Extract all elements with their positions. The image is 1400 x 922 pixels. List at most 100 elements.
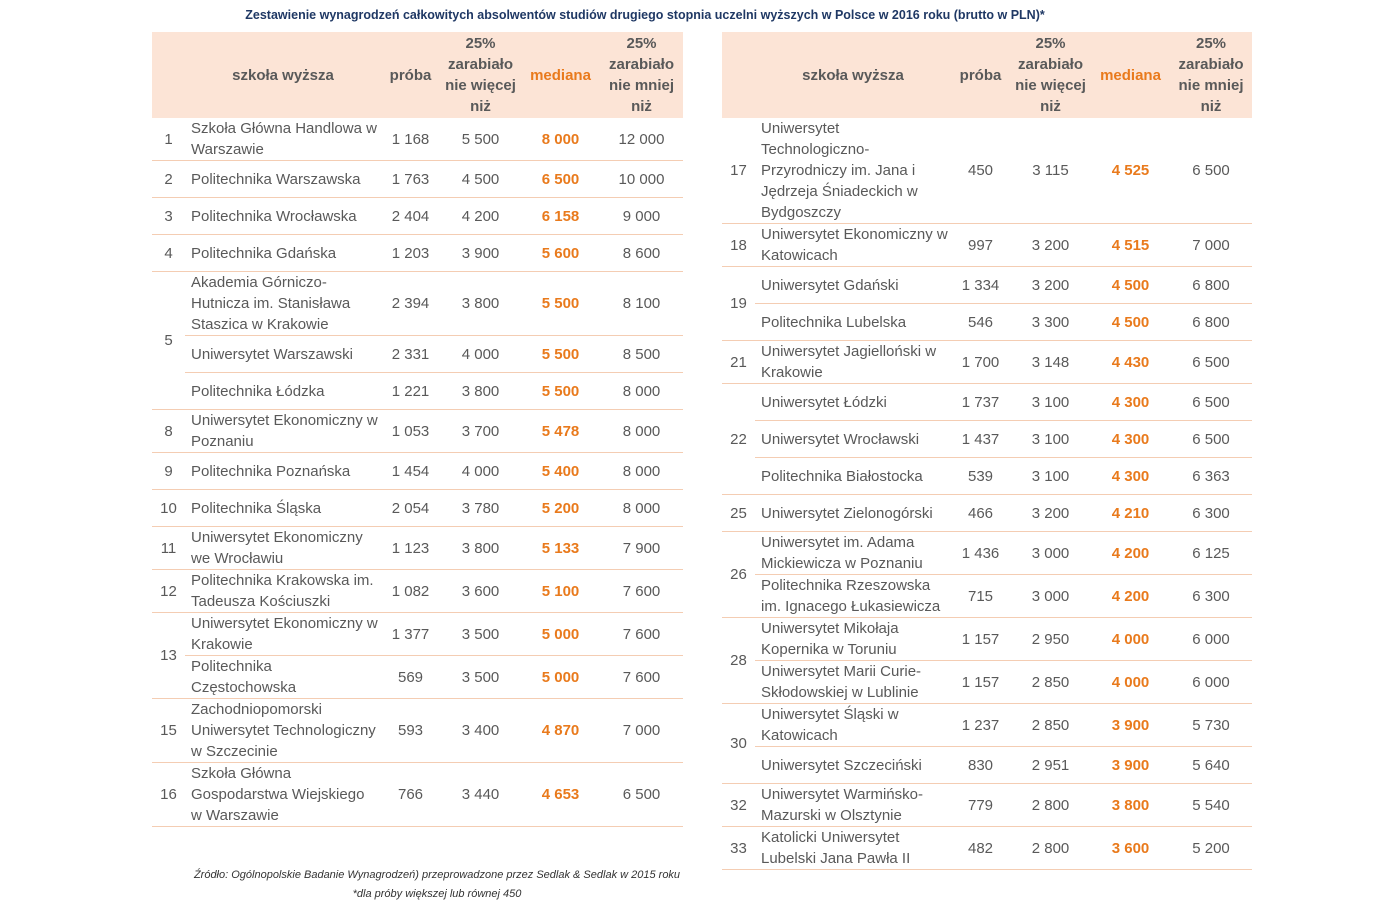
median: 4 210 — [1091, 494, 1170, 532]
upper-quartile: 6 363 — [1170, 457, 1252, 495]
table-row: Uniwersytet Wrocławski 1 437 3 100 4 300 6 5… — [722, 420, 1252, 458]
sample-size: 539 — [951, 457, 1010, 495]
sample-size: 997 — [951, 223, 1010, 267]
median: 5 133 — [521, 526, 600, 570]
rank: 21 — [722, 340, 755, 384]
median: 6 500 — [521, 160, 600, 198]
table-row: 10 Politechnika Śląska 2 054 3 780 5 200 8 00… — [152, 489, 683, 527]
sample-size: 779 — [951, 783, 1010, 827]
median: 4 870 — [521, 698, 600, 763]
median: 4 000 — [1091, 660, 1170, 704]
rank: 22 — [722, 383, 755, 495]
column-header: mediana — [1091, 32, 1170, 118]
table-row: 11 Uniwersytet Ekonomiczny we Wrocławiu 1 … — [152, 526, 683, 570]
lower-quartile: 3 148 — [1010, 340, 1091, 384]
table-row: 8 Uniwersytet Ekonomiczny w Poznaniu 1 053… — [152, 409, 683, 453]
school-name: Uniwersytet Ekonomiczny w Poznaniu — [185, 409, 381, 453]
upper-quartile: 6 500 — [1170, 420, 1252, 458]
median: 5 500 — [521, 372, 600, 410]
upper-quartile: 8 000 — [600, 409, 683, 453]
footnotes: Źródło: Ogólnopolskie Badanie Wynagrodze… — [152, 866, 722, 904]
school-name: Politechnika Poznańska — [185, 452, 381, 490]
school-name: Uniwersytet Zielonogórski — [755, 494, 951, 532]
sample-size: 1 454 — [381, 452, 440, 490]
lower-quartile: 4 000 — [440, 452, 521, 490]
rank: 13 — [152, 612, 185, 699]
sample-size: 466 — [951, 494, 1010, 532]
upper-quartile: 8 000 — [600, 372, 683, 410]
sample-size: 2 404 — [381, 197, 440, 235]
median: 4 500 — [1091, 303, 1170, 341]
lower-quartile: 2 850 — [1010, 660, 1091, 704]
school-name: Uniwersytet Gdański — [755, 266, 951, 304]
table-row: 15 Zachodniopomorski Uniwersytet Technolo… — [152, 698, 683, 763]
median: 4 000 — [1091, 617, 1170, 661]
lower-quartile: 3 100 — [1010, 383, 1091, 421]
lower-quartile: 3 300 — [1010, 303, 1091, 341]
column-header: szkoła wyższa — [185, 32, 381, 118]
salary-table: szkoła wyższa próba 25% zarabiało nie więc… — [152, 32, 683, 827]
rank: 2 — [152, 160, 185, 198]
school-name: Politechnika Częstochowska — [185, 655, 381, 699]
school-name: Politechnika Warszawska — [185, 160, 381, 198]
lower-quartile: 3 800 — [440, 372, 521, 410]
school-name: Uniwersytet Warmińsko-Mazurski w Olsztyn… — [755, 783, 951, 827]
column-header: 25% zarabiało nie więcej niż — [1010, 32, 1091, 118]
rank: 10 — [152, 489, 185, 527]
sample-size: 1 053 — [381, 409, 440, 453]
rank: 1 — [152, 118, 185, 161]
upper-quartile: 6 800 — [1170, 303, 1252, 341]
lower-quartile: 3 200 — [1010, 223, 1091, 267]
sample-size: 1 437 — [951, 420, 1010, 458]
upper-quartile: 5 640 — [1170, 746, 1252, 784]
upper-quartile: 6 500 — [600, 762, 683, 827]
table-row: 18 Uniwersytet Ekonomiczny w Katowicach 99… — [722, 223, 1252, 267]
school-name: Uniwersytet Ekonomiczny we Wrocławiu — [185, 526, 381, 570]
sample-size: 1 334 — [951, 266, 1010, 304]
rank: 4 — [152, 234, 185, 272]
rank: 25 — [722, 494, 755, 532]
sample-size: 593 — [381, 698, 440, 763]
sample-size: 830 — [951, 746, 1010, 784]
table-row: 22 Uniwersytet Łódzki 1 737 3 100 4 300 6 500 — [722, 383, 1252, 495]
school-name: Politechnika Łódzka — [185, 372, 381, 410]
table-row: Politechnika Lubelska 546 3 300 4 500 6 800 — [722, 303, 1252, 341]
school-name: Politechnika Krakowska im. Tadeusza Kośc… — [185, 569, 381, 613]
sample-size: 546 — [951, 303, 1010, 341]
school-name: Uniwersytet Ekonomiczny w Krakowie — [185, 612, 381, 656]
school-name: Uniwersytet Marii Curie-Skłodowskiej w L… — [755, 660, 951, 704]
lower-quartile: 3 115 — [1010, 118, 1091, 224]
upper-quartile: 6 800 — [1170, 266, 1252, 304]
median: 5 200 — [521, 489, 600, 527]
upper-quartile: 7 600 — [600, 655, 683, 699]
table-row: 16 Szkoła Główna Gospodarstwa Wiejskiego … — [152, 762, 683, 827]
sample-size: 2 054 — [381, 489, 440, 527]
table-row: 21 Uniwersytet Jagielloński w Krakowie 1 7… — [722, 340, 1252, 384]
column-header: mediana — [521, 32, 600, 118]
upper-quartile: 8 100 — [600, 271, 683, 336]
upper-quartile: 6 000 — [1170, 660, 1252, 704]
school-name: Politechnika Białostocka — [755, 457, 951, 495]
rank: 26 — [722, 531, 755, 618]
school-name: Zachodniopomorski Uniwersytet Technologi… — [185, 698, 381, 763]
upper-quartile: 5 200 — [1170, 826, 1252, 870]
sample-size: 2 394 — [381, 271, 440, 336]
sample-size: 1 700 — [951, 340, 1010, 384]
header-row: szkoła wyższa próba 25% zarabiało nie więc… — [152, 32, 683, 118]
school-name: Politechnika Rzeszowska im. Ignacego Łuk… — [755, 574, 951, 618]
lower-quartile: 3 000 — [1010, 574, 1091, 618]
upper-quartile: 5 730 — [1170, 703, 1252, 747]
sample-size: 1 157 — [951, 617, 1010, 661]
median: 4 525 — [1091, 118, 1170, 224]
rank: 3 — [152, 197, 185, 235]
median: 8 000 — [521, 118, 600, 161]
lower-quartile: 3 780 — [440, 489, 521, 527]
upper-quartile: 5 540 — [1170, 783, 1252, 827]
table-row: 2 Politechnika Warszawska 1 763 4 500 6 500 1… — [152, 160, 683, 198]
table-row: 30 Uniwersytet Śląski w Katowicach 1 237 2 … — [722, 703, 1252, 784]
median: 5 500 — [521, 271, 600, 336]
upper-quartile: 6 500 — [1170, 340, 1252, 384]
table-row: Politechnika Rzeszowska im. Ignacego Łuk… — [722, 574, 1252, 618]
rank: 30 — [722, 703, 755, 784]
